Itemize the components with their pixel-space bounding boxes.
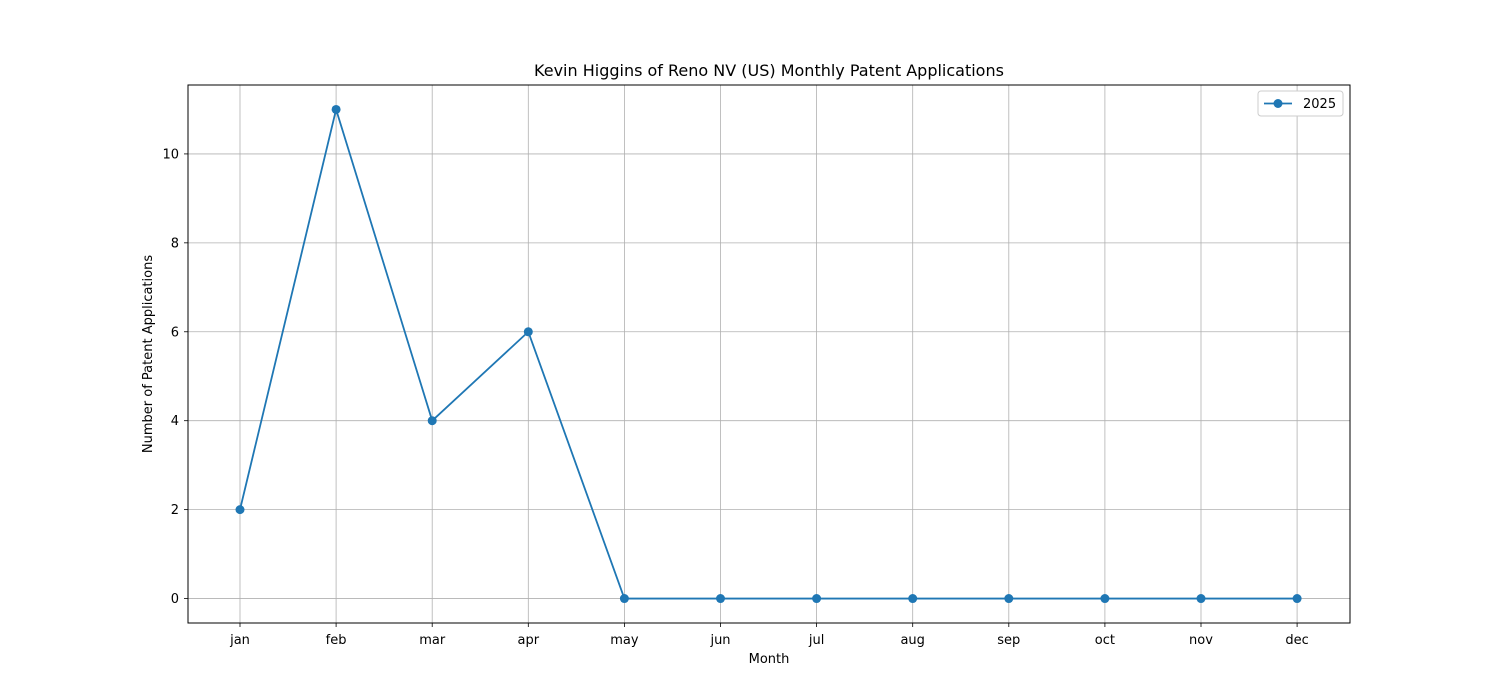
data-point-marker <box>908 594 917 603</box>
x-tick-label: apr <box>518 633 540 648</box>
data-point-marker <box>620 594 629 603</box>
data-point-marker <box>1293 594 1302 603</box>
plot-area-frame <box>188 85 1350 623</box>
x-tick-label: nov <box>1189 633 1213 648</box>
data-point-marker <box>716 594 725 603</box>
data-point-marker <box>1004 594 1013 603</box>
y-tick-label: 10 <box>162 147 179 162</box>
data-point-marker <box>1100 594 1109 603</box>
data-point-marker <box>236 505 245 514</box>
data-point-marker <box>332 105 341 114</box>
legend-label: 2025 <box>1303 97 1336 112</box>
x-tick-label: feb <box>326 633 347 648</box>
series-layer <box>236 105 1302 603</box>
data-point-marker <box>1197 594 1206 603</box>
y-axis-ticks: 0 2 4 6 8 10 <box>162 147 188 607</box>
x-axis-title: Month <box>749 652 790 667</box>
y-axis-title: Number of Patent Applications <box>141 255 156 453</box>
data-point-marker <box>812 594 821 603</box>
y-tick-label: 2 <box>171 503 179 518</box>
x-tick-label: may <box>610 633 639 648</box>
legend-marker-sample <box>1274 99 1283 108</box>
series-line <box>240 109 1297 598</box>
y-tick-label: 8 <box>171 236 179 251</box>
y-tick-label: 0 <box>171 592 179 607</box>
chart-title: Kevin Higgins of Reno NV (US) Monthly Pa… <box>534 61 1004 80</box>
x-axis-ticks: jan feb mar apr may jun jul aug sep oct nov dec <box>229 623 1309 648</box>
x-tick-label: aug <box>900 633 924 648</box>
data-point-marker <box>428 416 437 425</box>
y-tick-label: 6 <box>171 325 179 340</box>
data-point-marker <box>524 327 533 336</box>
x-tick-label: dec <box>1285 633 1308 648</box>
y-tick-label: 4 <box>171 414 179 429</box>
x-tick-label: jan <box>229 633 250 648</box>
x-tick-label: jun <box>709 633 730 648</box>
legend: 2025 <box>1258 91 1343 116</box>
x-tick-label: mar <box>419 633 446 648</box>
x-tick-label: oct <box>1095 633 1115 648</box>
gridlines <box>188 85 1350 623</box>
x-tick-label: jul <box>808 633 824 648</box>
x-tick-label: sep <box>997 633 1020 648</box>
